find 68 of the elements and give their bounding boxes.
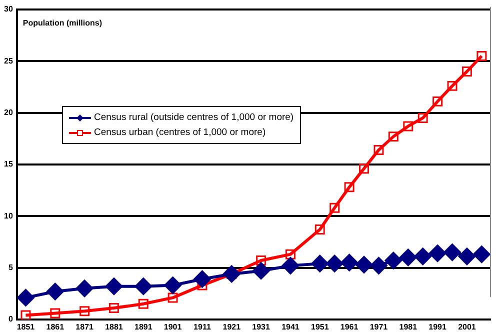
point xyxy=(105,278,123,296)
point xyxy=(472,246,490,264)
x-tick-label: 1861 xyxy=(46,322,65,332)
y-tick-label: 10 xyxy=(4,211,14,220)
point xyxy=(134,278,152,296)
point xyxy=(447,80,458,91)
point xyxy=(384,252,402,270)
point xyxy=(370,256,388,274)
point xyxy=(359,164,370,174)
y-tick-label: 20 xyxy=(4,108,14,118)
x-tick-label: 1871 xyxy=(76,322,94,332)
x-tick-label: 1881 xyxy=(105,322,124,332)
y-tick-label: 30 xyxy=(4,4,14,14)
point xyxy=(46,282,64,300)
y-axis-title: Population (millions) xyxy=(22,18,102,28)
point xyxy=(222,265,240,283)
point xyxy=(476,50,487,61)
x-tick-label: 1891 xyxy=(134,322,153,332)
point xyxy=(164,276,182,294)
legend-label: Census rural (outside centres of 1,000 or more) xyxy=(94,112,294,123)
point xyxy=(462,66,472,76)
x-tick-label: 1931 xyxy=(252,322,271,332)
x-tick-label: 1991 xyxy=(428,322,447,332)
x-tick-label: 1951 xyxy=(310,322,330,332)
point xyxy=(326,254,344,272)
point xyxy=(256,256,266,266)
point xyxy=(428,244,446,262)
point xyxy=(108,303,119,314)
point xyxy=(388,132,398,142)
x-tick-label: 1921 xyxy=(222,322,242,332)
point xyxy=(282,256,300,274)
x-tick-label: 1981 xyxy=(399,322,418,332)
point xyxy=(311,254,329,272)
point xyxy=(340,254,358,272)
point xyxy=(444,244,462,262)
x-tick-label: 2001 xyxy=(458,322,476,332)
point xyxy=(16,288,34,306)
point xyxy=(193,270,211,288)
x-tick-label: 1851 xyxy=(16,322,36,332)
x-tick-label: 1971 xyxy=(370,322,388,332)
point xyxy=(458,248,476,266)
point xyxy=(374,144,384,155)
point xyxy=(285,249,296,260)
y-tick-label: 5 xyxy=(8,262,14,272)
point xyxy=(80,306,90,316)
point xyxy=(355,256,373,274)
point xyxy=(418,112,428,123)
x-tick-label: 1961 xyxy=(340,322,359,332)
point xyxy=(399,248,417,266)
x-tick-label: 1911 xyxy=(194,322,212,332)
point xyxy=(344,182,354,192)
point xyxy=(330,202,340,213)
point xyxy=(432,96,443,106)
legend-label: Census urban (centres of 1,000 or more) xyxy=(94,127,266,138)
point xyxy=(76,280,94,298)
point xyxy=(252,262,270,280)
point xyxy=(20,310,31,320)
point xyxy=(138,298,148,309)
x-tick-label: 1901 xyxy=(164,322,182,332)
point xyxy=(168,292,178,303)
x-tick-label: 1941 xyxy=(282,322,300,332)
y-tick-label: 25 xyxy=(4,56,14,66)
y-tick-label: 0 xyxy=(8,314,14,324)
point xyxy=(314,224,325,235)
point xyxy=(414,248,432,266)
point xyxy=(50,308,60,318)
point xyxy=(403,121,414,132)
y-tick-label: 15 xyxy=(4,160,14,169)
